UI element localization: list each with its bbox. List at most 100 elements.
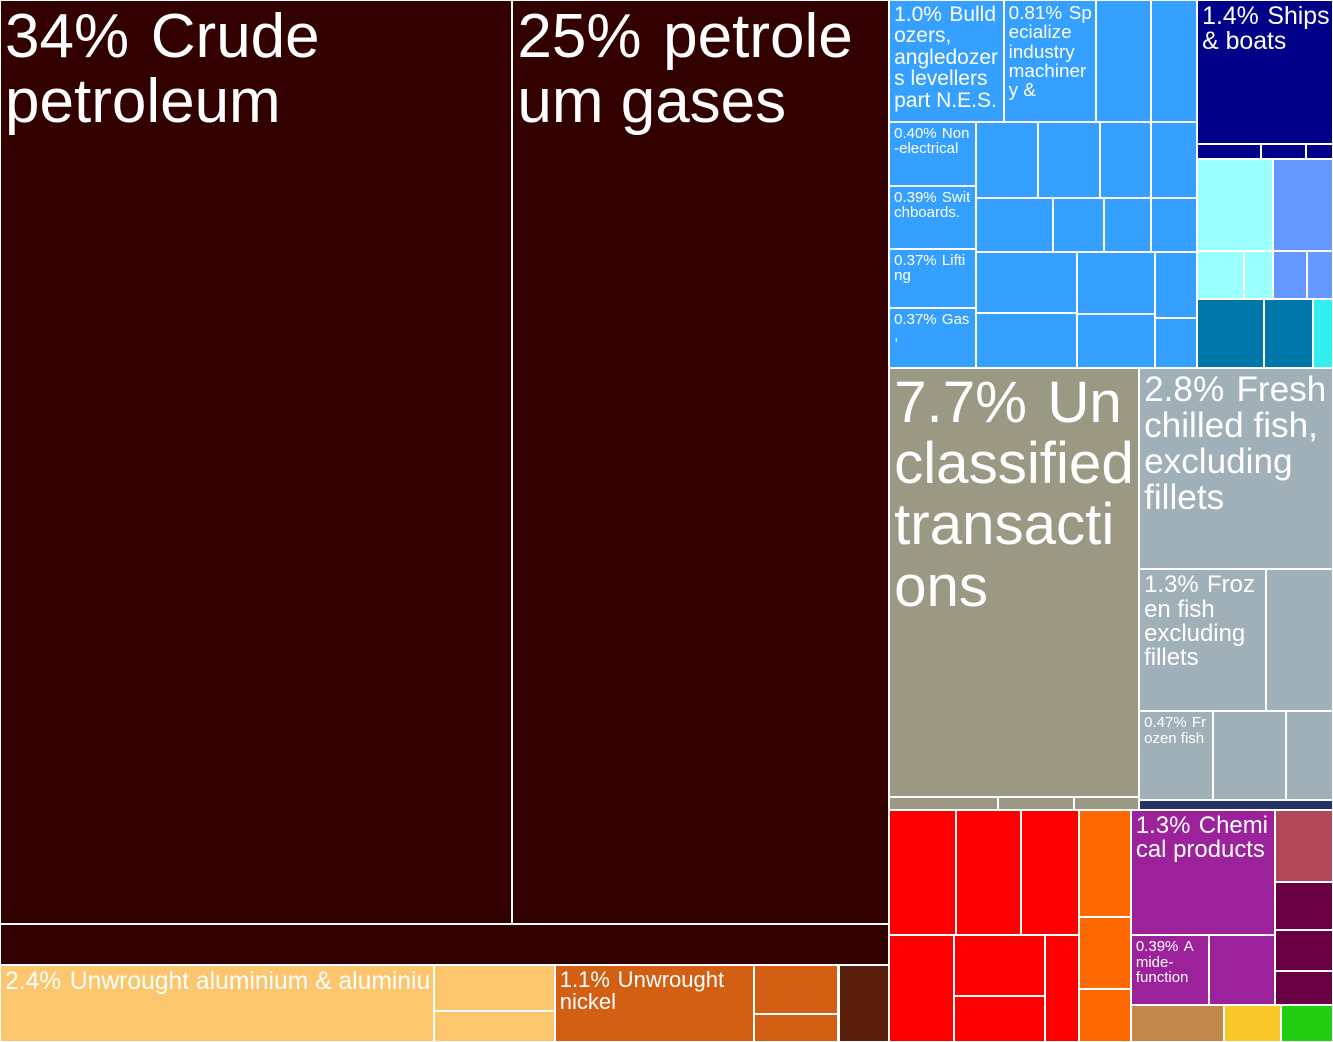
tile: 25% petroleum gases	[512, 0, 890, 925]
tile	[1275, 971, 1333, 1005]
tile-name: Ships & boats	[1202, 3, 1330, 56]
tile	[1052, 197, 1105, 252]
tile	[1100, 121, 1152, 198]
value-label: 2.4%	[5, 967, 62, 995]
tile-label: 1.4% Ships & boats	[1202, 4, 1330, 55]
tile	[1209, 935, 1276, 1005]
tile	[1272, 158, 1333, 251]
tile-name: Non-electrical	[894, 124, 970, 157]
tile	[1275, 882, 1333, 931]
tile	[1243, 251, 1273, 300]
tile	[1151, 121, 1198, 198]
tile	[1078, 916, 1131, 989]
value-label: 25%	[517, 2, 642, 71]
tile-label: 1.3% Frozen fish excluding fillets	[1144, 571, 1263, 671]
tile	[1139, 799, 1333, 810]
tile-name: Specialize industry machinery &	[1008, 3, 1092, 102]
tile	[1073, 797, 1140, 810]
tile	[954, 934, 1045, 997]
tile	[1155, 251, 1198, 319]
tile-label: 0.39% Amide-function	[1136, 939, 1206, 985]
value-label: 1.1%	[559, 966, 610, 992]
tile-name: Frozen fish	[1144, 714, 1207, 747]
tile	[1224, 1004, 1281, 1042]
tile-label: 34% Crude petroleum	[5, 4, 509, 134]
tile-label: 2.8% Fresh chilled fish, excluding fillet…	[1144, 372, 1330, 515]
tile: 2.8% Fresh chilled fish, excluding fillet…	[1139, 368, 1333, 570]
tile	[956, 809, 1021, 935]
tile	[1096, 0, 1152, 122]
value-label: 1.3%	[1135, 811, 1191, 839]
tile-label: 0.47% Frozen fish	[1144, 715, 1210, 746]
tile: 1.1% Unwrought nickel	[554, 964, 754, 1042]
tile: 1.0% Bulldozers, angledozers levellers pa…	[889, 0, 1004, 122]
tile	[838, 964, 890, 1042]
tile: 34% Crude petroleum	[0, 0, 513, 925]
tile: 0.81% Specialize industry machinery &	[1003, 0, 1097, 122]
tile	[975, 251, 1078, 314]
tile-label: 7.7% Unclassified transactions	[894, 372, 1136, 617]
tile-label: 0.40% Non-electrical	[894, 124, 972, 157]
tile	[1130, 1004, 1225, 1042]
tile	[1280, 1004, 1333, 1042]
tile-name: Bulldozers, angledozers levellers part N…	[894, 3, 999, 112]
tile	[1305, 143, 1333, 159]
tile	[954, 996, 1045, 1042]
tile: 0.37% Gas,	[889, 308, 976, 369]
tile-name: petroleum gases	[517, 2, 853, 137]
tile	[1155, 318, 1198, 369]
tile	[1213, 711, 1286, 800]
tile	[1272, 251, 1308, 300]
tile-name: Unclassified transactions	[894, 370, 1134, 619]
tile	[433, 964, 555, 1011]
tile-name: Unwrought aluminium & aluminiu	[69, 967, 431, 995]
tile	[1037, 121, 1101, 198]
tile-name: Unwrought nickel	[559, 966, 725, 1015]
tile	[1150, 197, 1198, 252]
tile	[1197, 143, 1261, 159]
tile-label: 1.1% Unwrought nickel	[559, 966, 751, 1015]
value-label: 7.7%	[894, 370, 1027, 436]
value-label: 0.81%	[1008, 3, 1063, 24]
tile	[1197, 299, 1265, 369]
tile	[433, 1010, 555, 1042]
tile	[1078, 988, 1131, 1042]
tile	[1285, 711, 1333, 800]
tile	[997, 797, 1074, 810]
tile	[975, 121, 1038, 198]
tile-label: 0.39% Switchboards.	[894, 190, 972, 221]
tile	[1078, 809, 1131, 917]
value-label: 34%	[5, 2, 130, 71]
tile	[1260, 143, 1306, 159]
tile	[975, 313, 1078, 369]
value-label: 1.3%	[1144, 571, 1199, 599]
tile: 0.47% Frozen fish	[1139, 711, 1214, 800]
tile: 0.37% Lifting	[889, 248, 976, 309]
tile-name: Switchboards.	[894, 189, 971, 222]
value-label: 1.0%	[894, 3, 942, 26]
tile: 1.4% Ships & boats	[1197, 0, 1333, 144]
tile: 1.3% Frozen fish excluding fillets	[1139, 569, 1267, 712]
value-label: 0.39%	[894, 189, 937, 207]
tile-label: 1.0% Bulldozers, angledozers levellers pa…	[894, 4, 1001, 111]
value-label: 1.4%	[1202, 3, 1259, 30]
value-label: 0.37%	[894, 251, 937, 269]
tile-label: 25% petroleum gases	[517, 4, 886, 134]
tile: 0.39% Switchboards.	[889, 186, 976, 249]
tile	[1077, 314, 1156, 369]
value-label: 0.47%	[1144, 714, 1187, 732]
tile	[975, 197, 1053, 252]
tile-name: Amide-function	[1135, 938, 1194, 986]
tile-name: Fresh chilled fish, excluding fillets	[1144, 370, 1327, 517]
tile-label: 1.3% Chemical products	[1135, 811, 1272, 863]
tile	[1104, 197, 1151, 252]
tile-name: Lifting	[894, 251, 966, 285]
tile-label: 0.37% Lifting	[894, 253, 972, 284]
tile	[889, 809, 956, 935]
tile	[0, 924, 890, 965]
tile: 0.40% Non-electrical	[889, 121, 976, 187]
tile	[1197, 251, 1244, 300]
tile	[1151, 0, 1198, 122]
